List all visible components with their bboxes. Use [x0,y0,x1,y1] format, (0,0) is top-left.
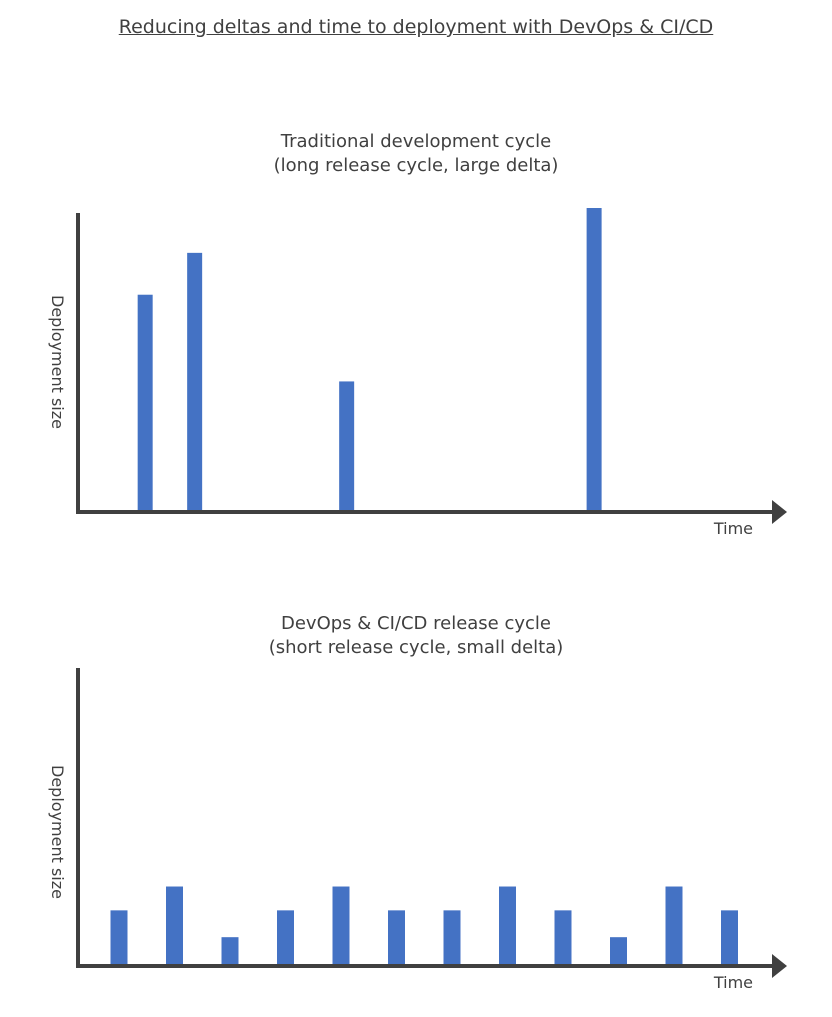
bar-2-1 [110,910,128,964]
bar-2-9 [554,910,572,964]
x-axis-arrow-2 [772,954,787,978]
bar-2-11 [665,886,683,964]
bar-2-12 [721,910,738,964]
chart2-subtitle: (short release cycle, small delta) [268,637,564,658]
bar-2-6 [388,910,405,964]
chart2-title-text: DevOps & CI/CD release cycle [280,613,551,634]
y-axis-label-2: Deployment size [48,765,67,899]
bar-1-3 [339,381,355,510]
bar-2-10 [610,937,627,964]
bar-1-1 [137,294,153,510]
x-axis-label-2: Time [713,973,753,992]
bar-2-3 [221,937,239,964]
bar-2-5 [332,886,350,964]
x-axis-arrow-1 [772,500,787,524]
x-axis-label-1: Time [713,519,753,538]
chart1-title: Traditional development cycle (long rele… [0,130,832,178]
chart2-title: DevOps & CI/CD release cycle (short rele… [0,612,832,660]
chart1-subtitle: (long release cycle, large delta) [273,155,559,176]
bar-2-2 [166,886,183,964]
bar-2-4 [277,910,294,964]
bar-2-8 [499,886,516,964]
bar-2-7 [443,910,461,964]
bar-1-2 [187,252,203,511]
bar-1-4 [586,208,602,510]
page-title: Reducing deltas and time to deployment w… [118,16,714,38]
y-axis-label-1: Deployment size [48,295,67,429]
chart1-title-text: Traditional development cycle [280,131,552,152]
